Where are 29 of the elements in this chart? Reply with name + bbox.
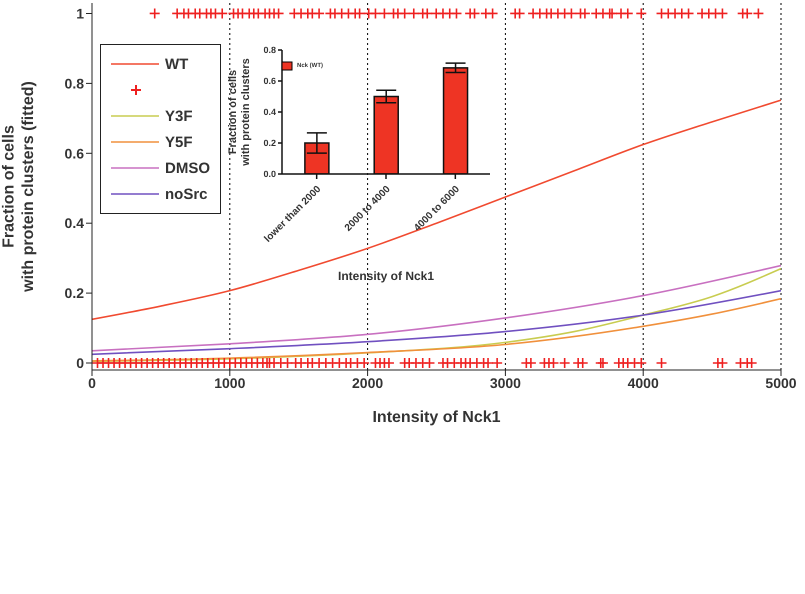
y-tick-label: 0.6 bbox=[263, 76, 276, 86]
y-tick-label: 0.2 bbox=[64, 285, 84, 302]
y-tick-label: 0.8 bbox=[263, 45, 276, 56]
line-series bbox=[92, 99, 781, 320]
x-axis-title: Intensity of Nck1 bbox=[372, 409, 501, 426]
line-series bbox=[92, 298, 781, 362]
legend-label: DMSO bbox=[165, 160, 210, 176]
y-tick-label: 0.6 bbox=[64, 145, 84, 162]
y-axis-title: Fraction of cells with protein clusters (fitted) bbox=[0, 81, 37, 293]
x-tick-label: 2000 bbox=[352, 374, 384, 391]
legend-label: WT bbox=[165, 56, 188, 72]
y-axis-title: Fraction of cells with protein clusters bbox=[226, 58, 252, 167]
legend-label: Y5F bbox=[165, 134, 193, 150]
y-tick-label: 1 bbox=[76, 5, 84, 22]
x-tick-label: 0 bbox=[88, 374, 96, 391]
x-tick-label: 4000 bbox=[628, 374, 659, 391]
x-tick-label: 3000 bbox=[490, 374, 522, 391]
y-tick-label: 0.0 bbox=[263, 169, 276, 180]
y-tick-label: 0 bbox=[76, 354, 84, 371]
x-tick-label: 5000 bbox=[765, 374, 797, 391]
y-tick-label: 0.4 bbox=[64, 215, 84, 232]
x-tick-label: 1000 bbox=[214, 374, 246, 391]
x-axis-title: Intensity of Nck1 bbox=[338, 269, 434, 283]
legend-label: noSrc bbox=[165, 186, 208, 202]
legend-label: Y3F bbox=[165, 108, 193, 124]
y-tick-label: 0.4 bbox=[263, 107, 276, 118]
y-tick-label: 0.2 bbox=[263, 138, 276, 148]
y-tick-label: 0.8 bbox=[64, 75, 84, 92]
line-series bbox=[92, 290, 781, 356]
